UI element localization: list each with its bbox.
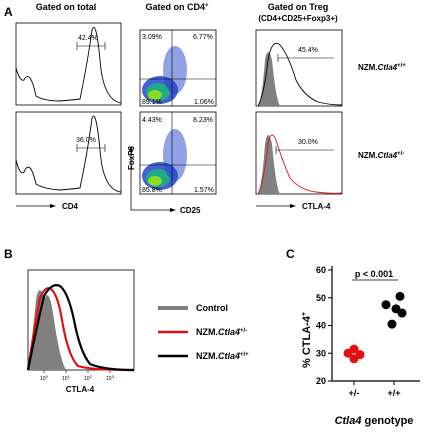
het-curve xyxy=(26,287,135,372)
c-ytick-label: 60 xyxy=(316,265,326,275)
ctla4-axis-label: CTLA-4 xyxy=(302,202,331,211)
c-point-wt xyxy=(387,319,397,329)
c-point-wt xyxy=(381,300,391,310)
col3-title: Gated on Treg xyxy=(268,2,329,12)
panel-b-histogram: 100 101 102 103 xyxy=(26,269,135,382)
c-xlabel: Ctla4 genotype xyxy=(335,415,414,427)
c-point-wt xyxy=(395,291,405,301)
row1-dotplot: 3.09% 6.77% 89.1% 1.06% xyxy=(139,29,217,107)
c-xtick-label: +/- xyxy=(349,388,360,398)
row2-cd4-curve xyxy=(15,115,122,193)
cd4-axis-label: CD4 xyxy=(62,202,79,211)
wt-curve xyxy=(26,284,135,372)
row2-ctla4-curve xyxy=(257,134,343,195)
row1-cd4-gate-pct: 42.4% xyxy=(78,35,98,42)
row1-cd4-curve xyxy=(15,26,122,104)
row2-dotplot: 4.43% 8.23% 85.8% 1.57% xyxy=(139,111,217,195)
row1-cd4-histogram: 42.4% xyxy=(15,22,122,106)
b-tick-2: 102 xyxy=(84,374,93,382)
row1-quad-ll: 89.1% xyxy=(142,99,162,106)
c-point-het xyxy=(349,354,359,364)
col3-subtitle: (CD4+CD25+Foxp3+) xyxy=(258,14,338,23)
b-tick-0: 100 xyxy=(40,374,49,382)
panel-a-letter: A xyxy=(4,5,13,19)
row2-quad-ur: 8.23% xyxy=(193,117,213,124)
c-point-wt xyxy=(397,308,407,318)
foxp3-axis-label: FoxP3 xyxy=(127,145,136,170)
row1-quad-lr: 1.06% xyxy=(194,99,214,106)
row2-cd4-histogram: 36.0% xyxy=(15,111,122,195)
panel-c-scatter: 20 30 40 50 60 +/- +/+ xyxy=(316,265,420,398)
row2-quad-ll: 85.8% xyxy=(142,187,162,194)
panel-b-legend: Control NZM.Ctla4+/- NZM.Ctla4+/+ xyxy=(158,303,249,361)
row2-genotype-label: NZM.Ctla4+/- xyxy=(358,151,404,160)
row1-genotype-label: NZM.Ctla4+/+ xyxy=(358,63,406,72)
legend-het: NZM.Ctla4+/- xyxy=(196,327,247,337)
panel-c-letter: C xyxy=(286,247,295,261)
legend-control: Control xyxy=(196,303,228,313)
row2-cd4-gate-pct: 36.0% xyxy=(76,137,96,144)
panel-b-letter: B xyxy=(4,247,13,261)
row1-quad-ur: 6.77% xyxy=(193,34,213,41)
c-significance: p < 0.001 xyxy=(355,269,393,279)
panel-b-xlabel: CTLA-4 xyxy=(66,385,95,394)
c-ytick-label: 30 xyxy=(316,348,326,358)
row1-ctla4-gate-pct: 45.4% xyxy=(298,47,318,54)
c-ytick-label: 20 xyxy=(316,376,326,386)
c-point-het xyxy=(343,348,353,358)
c-ytick-label: 50 xyxy=(316,293,326,303)
row2-ctla4-gate-pct: 30.0% xyxy=(298,139,318,146)
row2-quad-lr: 1.57% xyxy=(194,187,214,194)
row1-ctla4-histogram: 45.4% xyxy=(255,29,343,107)
c-ylabel: % CTLA-4+ xyxy=(301,312,313,368)
row2-ctla4-histogram: 30.0% xyxy=(255,111,343,195)
legend-wt: NZM.Ctla4+/+ xyxy=(196,351,249,361)
c-xtick-label: +/+ xyxy=(387,388,400,398)
c-ytick-label: 40 xyxy=(316,321,326,331)
cd25-axis-label: CD25 xyxy=(180,206,201,215)
row1-quad-ul: 3.09% xyxy=(142,34,162,41)
row2-quad-ul: 4.43% xyxy=(142,117,162,124)
col1-title: Gated on total xyxy=(36,2,97,12)
b-tick-1: 101 xyxy=(62,374,71,382)
col2-title: Gated on CD4+ xyxy=(145,2,209,12)
b-tick-3: 103 xyxy=(106,374,115,382)
